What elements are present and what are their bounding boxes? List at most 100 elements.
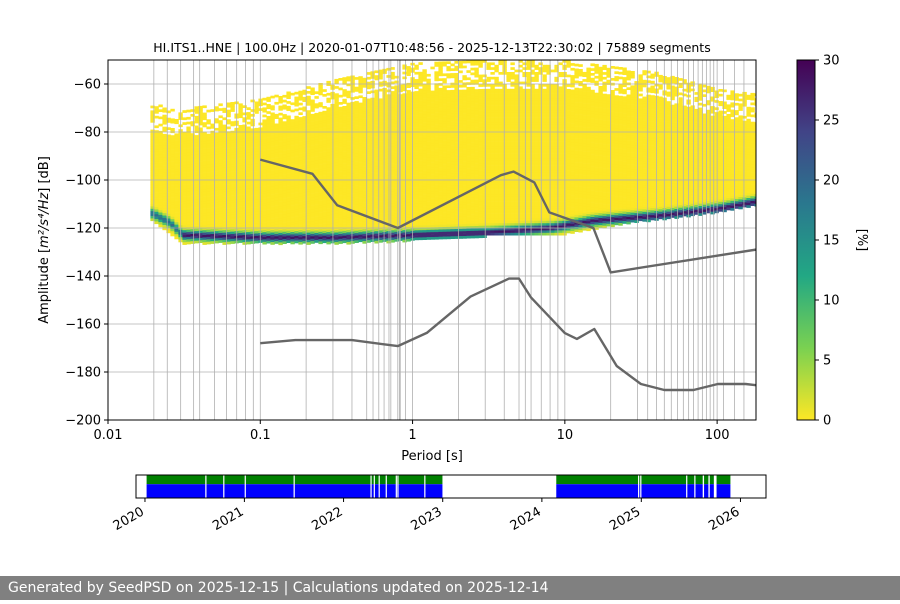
heatmap-cell (354, 141, 359, 145)
heatmap-cell (246, 193, 251, 197)
heatmap-cell (334, 134, 339, 137)
heatmap-cell (406, 97, 411, 100)
heatmap-cell (358, 129, 363, 132)
heatmap-cell (154, 185, 159, 189)
heatmap-cell (282, 219, 287, 223)
heatmap-cell (370, 131, 375, 134)
heatmap-cell (182, 213, 187, 217)
heatmap-cell (350, 224, 355, 227)
heatmap-cell (162, 220, 167, 223)
heatmap-cell (378, 189, 383, 193)
heatmap-cell (190, 174, 195, 177)
heatmap-cell (390, 220, 395, 224)
heatmap-cell (282, 193, 287, 196)
heatmap-cell (254, 127, 259, 131)
heatmap-cell (426, 165, 431, 168)
heatmap-cell (466, 204, 471, 208)
heatmap-cell (166, 160, 171, 164)
heatmap-cell (422, 237, 427, 240)
heatmap-cell (294, 226, 299, 229)
heatmap-cell (406, 210, 411, 213)
heatmap-cell (318, 169, 323, 173)
heatmap-cell (314, 144, 319, 147)
heatmap-cell (190, 109, 195, 112)
heatmap-cell (442, 97, 447, 101)
heatmap-cell (222, 163, 227, 166)
heatmap-cell (250, 222, 255, 225)
heatmap-cell (222, 213, 227, 217)
heatmap-cell (470, 197, 475, 200)
heatmap-cell (342, 161, 347, 164)
heatmap-cell (474, 74, 479, 78)
heatmap-cell (190, 200, 195, 204)
heatmap-cell (378, 204, 383, 207)
heatmap-cell (226, 191, 231, 194)
heatmap-cell (158, 164, 163, 168)
heatmap-cell (458, 132, 463, 136)
heatmap-cell (210, 193, 215, 196)
heatmap-cell (362, 157, 367, 160)
heatmap-cell (314, 139, 319, 142)
heatmap-cell (362, 99, 367, 103)
heatmap-cell (342, 101, 347, 104)
heatmap-cell (274, 195, 279, 199)
heatmap-cell (414, 184, 419, 188)
heatmap-cell (454, 214, 459, 218)
heatmap-cell (418, 112, 423, 116)
heatmap-cell (446, 99, 451, 103)
heatmap-cell (326, 200, 331, 204)
heatmap-cell (406, 176, 411, 180)
heatmap-cell (358, 229, 363, 233)
heatmap-cell (334, 234, 339, 238)
heatmap-cell (422, 88, 427, 92)
heatmap-cell (362, 224, 367, 227)
heatmap-cell (278, 230, 283, 234)
heatmap-cell (394, 99, 399, 103)
heatmap-cell (262, 186, 267, 190)
heatmap-cell (210, 200, 215, 204)
heatmap-cell (170, 190, 175, 194)
heatmap-cell (382, 215, 387, 218)
heatmap-cell (166, 201, 171, 205)
heatmap-cell (174, 215, 179, 218)
heatmap-cell (314, 117, 319, 121)
heatmap-cell (414, 194, 419, 197)
heatmap-cell (306, 187, 311, 190)
heatmap-cell (382, 112, 387, 115)
heatmap-cell (154, 197, 159, 201)
heatmap-cell (318, 241, 323, 245)
heatmap-cell (442, 155, 447, 158)
heatmap-cell (206, 162, 211, 166)
heatmap-cell (262, 141, 267, 144)
heatmap-cell (170, 161, 175, 165)
heatmap-cell (370, 239, 375, 242)
heatmap-cell (190, 229, 195, 232)
heatmap-cell (294, 166, 299, 169)
heatmap-cell (302, 132, 307, 136)
heatmap-cell (426, 81, 431, 84)
heatmap-cell (462, 171, 467, 174)
heatmap-cell (342, 149, 347, 152)
heatmap-cell (370, 222, 375, 226)
heatmap-cell (450, 104, 455, 107)
heatmap-cell (350, 193, 355, 196)
heatmap-cell (218, 192, 223, 195)
heatmap-cell (394, 104, 399, 108)
heatmap-cell (266, 137, 271, 141)
heatmap-cell (418, 218, 423, 221)
heatmap-cell (314, 112, 319, 116)
heatmap-cell (470, 132, 475, 136)
heatmap-cell (278, 196, 283, 200)
heatmap-cell (214, 228, 219, 232)
heatmap-cell (422, 124, 427, 128)
heatmap-cell (162, 117, 167, 120)
heatmap-cell (450, 75, 455, 79)
heatmap-cell (346, 169, 351, 173)
heatmap-cell (462, 228, 467, 232)
heatmap-cell (462, 144, 467, 148)
heatmap-cell (422, 186, 427, 190)
heatmap-cell (418, 182, 423, 185)
heatmap-cell (366, 156, 371, 159)
heatmap-cell (154, 106, 159, 109)
heatmap-cell (422, 230, 427, 233)
